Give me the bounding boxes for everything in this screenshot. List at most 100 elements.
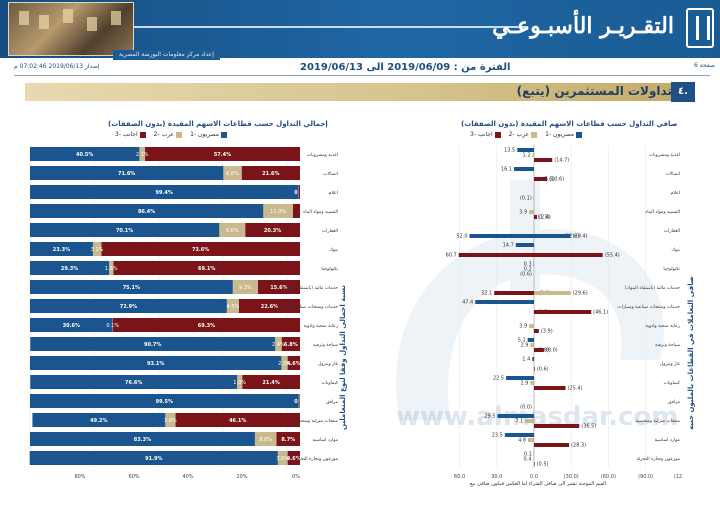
category-label: بنوك xyxy=(671,248,680,253)
share-bar-arabs xyxy=(139,147,146,161)
net-value-label: 22.5 xyxy=(493,376,504,382)
share-bar-foreigners xyxy=(298,185,300,199)
net-bar-foreigners xyxy=(534,253,603,257)
category-label: منتجات منزلية وشخصية xyxy=(636,419,681,424)
share-bar-arabs xyxy=(277,451,288,465)
net-bar-foreigners xyxy=(534,329,539,333)
net-value-label: (55.4) xyxy=(605,253,620,259)
share-label-arabs: 8.0% xyxy=(259,437,272,443)
net-bar-arabs xyxy=(529,324,534,328)
share-bar-arabs xyxy=(275,337,282,351)
net-value-label: (14.7) xyxy=(554,158,569,164)
right-net-chart: 60.0 30.0 0.0 (30.0) (60.0) (90.0) (120.0) 13.5… xyxy=(446,145,682,480)
share-bar-arabs xyxy=(237,375,243,389)
net-value-label: 1.4 xyxy=(522,357,530,363)
net-value-label: 7.1 xyxy=(515,419,523,425)
net-bar-extra xyxy=(534,310,592,314)
category-label: اعلام xyxy=(671,191,680,196)
share-bar-egyptians xyxy=(30,204,264,218)
share-bar-foreigners xyxy=(145,147,300,161)
share-label-foreigners: 21.4% xyxy=(262,380,279,386)
share-label-arabs: 1.9% xyxy=(233,380,246,386)
share-label-egyptians: 91.9% xyxy=(145,456,162,462)
share-label-foreigners: 4.6% xyxy=(287,361,301,367)
share-bar-egyptians xyxy=(30,261,110,275)
net-bar-egyptians xyxy=(517,148,534,152)
net-value-label: 14.7 xyxy=(503,243,514,249)
net-value-label: 3.9 xyxy=(519,210,527,216)
net-value-label: (22.6) xyxy=(564,234,579,240)
share-bar-egyptians xyxy=(30,223,220,237)
share-bar-arabs xyxy=(226,299,239,313)
net-bar-arabs xyxy=(532,153,534,157)
header-rule xyxy=(14,75,710,76)
share-label-egyptians: 29.3% xyxy=(61,266,78,272)
category-label: اغذية ومشروبات xyxy=(307,153,338,158)
share-label-foreigners: 0 xyxy=(294,399,298,405)
share-label-arabs: 3.6% xyxy=(276,456,289,462)
net-value-label: 52.0 xyxy=(456,234,467,240)
net-value-label: 3.9 xyxy=(519,324,527,330)
share-bar-egyptians xyxy=(30,299,227,313)
share-label-egyptians: 93.1% xyxy=(147,361,164,367)
category-label: رعاية صحية وادوية xyxy=(645,324,680,329)
net-bar-egyptians xyxy=(504,433,534,437)
net-bar-egyptians xyxy=(515,243,534,247)
legend-egyptians: مصريون -1 xyxy=(190,131,227,138)
left-chart-title: إجمالي التداول حسب قطاعات الاسهم المقيدة… xyxy=(108,120,328,128)
category-label: غاز وبترول xyxy=(660,362,681,367)
net-bar-foreigners xyxy=(534,367,535,371)
left-chart-legend: مصريون -1 عرب -2 اجانب -3 xyxy=(115,131,227,138)
net-bar-arabs xyxy=(528,438,534,442)
share-label-arabs: 3.8% xyxy=(164,418,177,424)
share-bar-egyptians xyxy=(30,394,299,408)
issue-timestamp: إصدار 2019/06/13 07:02:46 م xyxy=(14,63,100,70)
category-label: العقارات xyxy=(322,229,338,234)
share-label-egyptians: 30.6% xyxy=(63,323,80,329)
net-value-label: (1.5) xyxy=(538,215,550,221)
share-label-arabs: 2.4% xyxy=(272,342,285,348)
share-label-arabs: 0.1% xyxy=(106,323,119,329)
net-value-label: 0.1 xyxy=(524,452,532,458)
right-chart-ylabel: صافى التعاملات في القطاعات بالمليون جنيه xyxy=(687,276,695,430)
net-bar-egyptians xyxy=(527,338,534,342)
net-value-label: 4.8 xyxy=(518,438,526,444)
share-label-foreigners: 69.1% xyxy=(198,266,215,272)
category-label: موزعون وتجارة التجزئة xyxy=(295,457,339,462)
header-divider xyxy=(134,26,528,28)
net-value-label: 0.4 xyxy=(524,457,532,463)
category-label: العقارات xyxy=(664,229,680,234)
share-bar-egyptians xyxy=(30,432,255,446)
category-label: خدمات مالية (باستثناء البنوك) xyxy=(625,285,680,291)
net-value-label: (2.4) xyxy=(539,215,551,221)
net-value-label: 0.2 xyxy=(524,267,532,273)
share-label-arabs: 9.6% xyxy=(226,228,239,234)
share-bar-foreigners xyxy=(287,451,300,465)
x-tick-label: (30.0) xyxy=(564,474,579,480)
net-bar-extra xyxy=(534,291,571,295)
net-bar-foreigners xyxy=(534,424,580,428)
net-value-label: (36.5) xyxy=(581,424,596,430)
category-label: خدمات مالية (باستثناء البنوك) xyxy=(283,285,338,291)
net-value-label: 13.5 xyxy=(504,148,515,154)
share-label-egyptians: 49.2% xyxy=(90,418,107,424)
share-bar-foreigners xyxy=(287,356,300,370)
net-bar-extra xyxy=(534,348,544,352)
share-label-arabs: 9.3% xyxy=(239,285,252,291)
legend-arabs-net: عرب -2 xyxy=(509,131,538,138)
share-label-foreigners: 4.6% xyxy=(287,456,301,462)
net-bar-arabs xyxy=(525,419,534,423)
share-bar-egyptians xyxy=(30,375,238,389)
category-label: كيماويات xyxy=(321,380,338,386)
legend-egyptians-net: مصريون -1 xyxy=(545,131,582,138)
share-label-egyptians: 90.7% xyxy=(144,342,161,348)
x-tick-label: 60% xyxy=(128,474,139,480)
share-label-foreigners: 57.4% xyxy=(214,152,231,158)
share-bar-arabs xyxy=(232,280,258,294)
category-label: اتصالات xyxy=(323,172,338,177)
share-bar-arabs xyxy=(254,432,277,446)
share-label-arabs: 2.1% xyxy=(136,152,149,158)
share-bar-egyptians xyxy=(30,185,299,199)
share-bar-egyptians xyxy=(30,318,113,332)
x-tick-label: 0.0 xyxy=(530,474,538,480)
